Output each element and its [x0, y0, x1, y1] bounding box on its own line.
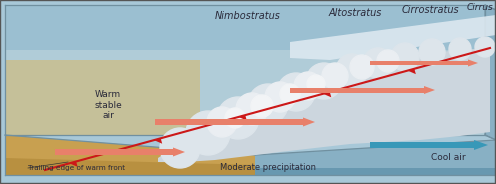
- Polygon shape: [290, 88, 424, 93]
- Polygon shape: [5, 5, 485, 50]
- Circle shape: [277, 73, 315, 111]
- Polygon shape: [323, 92, 331, 97]
- Circle shape: [322, 63, 348, 89]
- Polygon shape: [474, 140, 488, 150]
- Polygon shape: [255, 140, 496, 175]
- Text: Cirrus: Cirrus: [467, 3, 494, 11]
- Polygon shape: [5, 60, 200, 135]
- Polygon shape: [255, 168, 496, 175]
- Circle shape: [307, 75, 325, 93]
- Polygon shape: [370, 142, 474, 148]
- Circle shape: [336, 54, 368, 86]
- Polygon shape: [290, 15, 496, 60]
- Circle shape: [363, 48, 393, 78]
- Circle shape: [419, 39, 445, 65]
- Text: Trailing edge of warm front: Trailing edge of warm front: [28, 165, 125, 171]
- Circle shape: [225, 108, 245, 128]
- Circle shape: [248, 84, 288, 124]
- Circle shape: [251, 95, 273, 117]
- Polygon shape: [5, 135, 255, 175]
- Text: Cirrostratus: Cirrostratus: [401, 5, 459, 15]
- Polygon shape: [55, 149, 173, 155]
- Circle shape: [280, 84, 300, 104]
- Circle shape: [207, 107, 237, 137]
- Circle shape: [377, 50, 399, 72]
- Polygon shape: [5, 5, 485, 135]
- Circle shape: [449, 38, 471, 60]
- Text: Cool air: Cool air: [431, 153, 465, 162]
- Circle shape: [265, 82, 295, 112]
- Circle shape: [294, 72, 322, 100]
- Polygon shape: [69, 162, 78, 167]
- Polygon shape: [370, 61, 468, 65]
- Circle shape: [160, 128, 200, 168]
- Polygon shape: [239, 115, 247, 121]
- Polygon shape: [5, 158, 255, 175]
- Polygon shape: [155, 119, 303, 125]
- Circle shape: [236, 93, 268, 125]
- Text: Warm
stable
air: Warm stable air: [94, 90, 122, 120]
- Text: Moderate precipitation: Moderate precipitation: [220, 164, 316, 173]
- Polygon shape: [408, 69, 416, 74]
- Polygon shape: [424, 86, 435, 94]
- Text: Altostratus: Altostratus: [328, 8, 382, 18]
- Circle shape: [475, 37, 495, 57]
- Circle shape: [391, 43, 419, 71]
- Circle shape: [186, 111, 230, 155]
- Circle shape: [350, 55, 374, 79]
- Circle shape: [217, 97, 259, 139]
- Polygon shape: [468, 59, 478, 66]
- Polygon shape: [303, 118, 315, 127]
- Text: Nimbostratus: Nimbostratus: [215, 11, 281, 21]
- Circle shape: [306, 63, 342, 99]
- Polygon shape: [158, 48, 490, 162]
- Polygon shape: [173, 148, 185, 157]
- Polygon shape: [154, 138, 162, 144]
- Polygon shape: [485, 5, 496, 140]
